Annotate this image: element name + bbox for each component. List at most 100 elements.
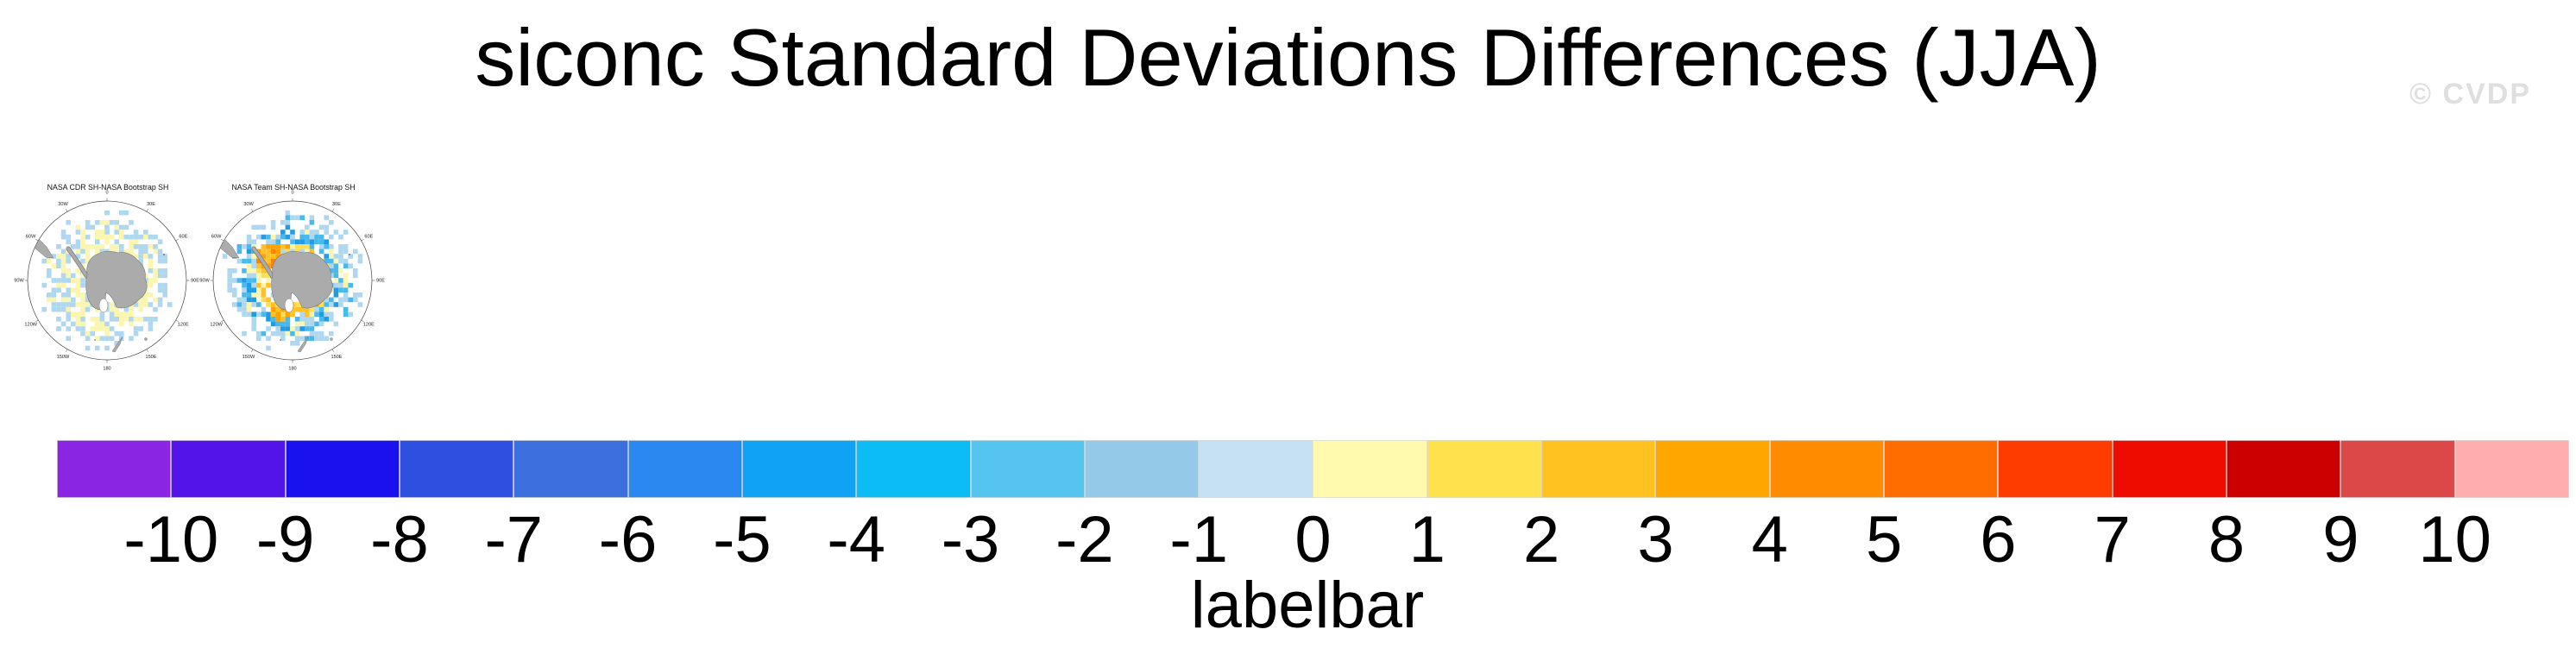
ice-diff-cell [143,297,148,303]
ice-diff-cell [275,234,280,240]
ice-diff-cell [157,239,163,244]
ice-diff-cell [143,230,148,235]
labelbar-box [513,440,628,498]
ice-diff-cell [85,297,91,303]
ice-diff-cell [123,224,129,230]
ice-diff-cell [299,234,305,240]
ice-diff-cell [129,321,134,327]
ice-diff-cell [266,239,271,244]
island-dot [349,254,350,255]
ice-diff-cell [75,249,81,255]
longitude-tick [146,349,148,352]
longitude-tick [66,209,68,212]
ice-diff-cell [99,244,105,249]
ice-diff-cell [95,321,100,327]
ice-diff-cell [119,224,124,230]
ice-diff-cell [129,239,134,244]
ice-diff-cell [280,330,286,337]
ice-diff-cell [261,282,267,288]
ice-diff-cell [343,249,349,255]
ice-diff-cell [51,254,57,259]
ice-diff-cell [80,249,85,255]
ice-diff-cell [329,263,334,268]
ice-diff-cell [129,220,134,225]
ice-diff-cell [270,258,276,264]
cvdp-watermark: © CVDP [2409,78,2531,110]
ice-diff-cell [280,234,286,240]
ice-diff-cell [109,326,115,331]
ice-diff-cell [318,336,324,341]
ice-diff-cell [222,254,228,259]
ice-diff-cell [353,273,358,279]
ice-diff-cell [47,268,52,274]
ice-diff-cell [75,287,81,293]
ice-diff-cell [143,244,148,249]
ice-diff-cell [294,244,300,249]
ice-diff-cell [261,287,267,293]
ice-diff-cell [51,278,57,283]
ice-diff-cell [66,220,71,225]
labelbar-box [1769,440,1884,498]
labelbar-box [1313,440,1427,498]
ice-diff-cell [95,345,100,351]
ice-diff-cell [305,306,310,312]
ice-diff-cell [148,263,154,268]
ice-diff-cell [266,326,271,331]
ice-diff-cell [99,326,105,331]
ice-diff-cell [123,210,129,216]
ice-diff-cell [357,302,363,307]
ice-diff-cell [66,278,71,283]
ice-diff-cell [123,234,129,240]
ice-diff-cell [85,258,91,264]
ice-diff-cell [294,321,300,327]
labelbar-box [970,440,1085,498]
ice-diff-cell [309,312,315,317]
labelbar-box [399,440,514,498]
labelbar-box [1084,440,1200,498]
map-content-layer [213,210,363,353]
ice-diff-cell [261,306,267,312]
ross-sea-notch [284,298,294,313]
labelbar-title: labelbar [1190,569,1425,642]
ice-diff-cell [104,224,110,230]
ice-diff-cell [148,321,154,327]
ice-diff-cell [270,302,276,307]
ice-diff-cell [285,317,291,322]
ice-diff-cell [75,317,81,322]
ice-diff-cell [236,278,242,283]
ice-diff-cell [56,278,61,283]
ice-diff-cell [133,254,139,259]
longitude-label: 180 [103,366,110,371]
labelbar-tick: 2 [1522,503,1560,576]
ice-diff-cell [280,336,286,341]
ice-diff-cell [329,317,334,322]
ice-diff-cell [324,306,329,312]
ice-diff-cell [333,278,339,283]
ice-diff-cell [246,297,252,303]
ice-diff-cell [294,330,300,337]
longitude-tick [35,239,39,242]
ice-diff-cell [119,244,124,249]
ice-diff-cell [143,302,148,307]
ice-diff-cell [75,244,81,249]
ice-diff-cell [99,220,105,225]
ice-diff-cell [227,278,232,283]
ice-diff-cell [270,244,276,249]
ice-diff-cell [114,230,119,235]
ice-diff-cell [333,302,339,307]
ice-diff-cell [153,278,158,283]
labelbar-tick: -5 [713,503,772,576]
ice-diff-cell [285,244,291,249]
ice-diff-cell [275,244,280,249]
ice-diff-cell [119,249,124,255]
island-south [111,336,123,353]
ice-diff-cell [242,293,247,298]
ice-diff-cell [285,220,291,225]
ice-diff-cell [119,234,124,240]
ice-diff-cell [60,254,66,259]
ice-diff-cell [329,249,334,255]
ice-diff-cell [309,336,315,341]
ice-diff-cell [109,234,115,240]
ice-diff-cell [148,258,154,264]
ice-diff-cell [242,268,247,274]
